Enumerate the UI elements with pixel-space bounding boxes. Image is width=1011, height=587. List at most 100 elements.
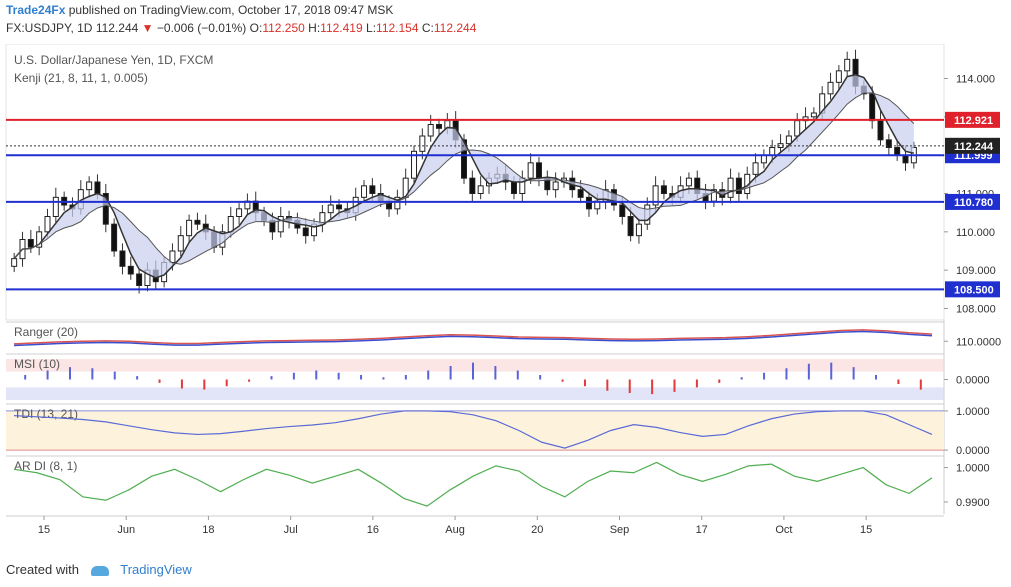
y-tick-label: 1.0000: [956, 406, 990, 418]
kenji-cloud: [14, 74, 914, 278]
x-tick-label: Oct: [775, 524, 792, 536]
candle-body: [577, 189, 584, 198]
candle-body: [169, 250, 176, 263]
candle-body: [585, 196, 592, 210]
x-tick-label: Aug: [445, 524, 465, 536]
candle-body: [369, 185, 376, 194]
candle-body: [627, 216, 634, 237]
y-tick-label: 0.9900: [956, 497, 990, 509]
candle-body: [760, 154, 767, 164]
created-with-text: Created with: [6, 562, 79, 577]
published-text: published on TradingView.com, October 17…: [68, 3, 394, 17]
indicator-line: [13, 410, 933, 449]
candle-body: [127, 265, 134, 275]
chart-area[interactable]: 108.000109.000110.000111.000112.000113.0…: [0, 44, 1011, 556]
publish-line: Trade24Fx published on TradingView.com, …: [6, 3, 393, 17]
pane-title: AR DI (8, 1): [14, 459, 77, 473]
candle-body: [510, 181, 517, 194]
x-tick-label: 20: [531, 524, 543, 536]
candle-body: [902, 154, 909, 164]
kenji-slow-line: [13, 92, 915, 265]
candle-body: [894, 147, 901, 156]
candle-body: [685, 177, 692, 187]
footer: Created with TradingView: [6, 562, 192, 577]
close-label: C:: [421, 21, 434, 35]
kenji-fast-line: [13, 73, 915, 279]
candle-body: [36, 231, 43, 248]
candle-body: [885, 139, 892, 149]
candle-body: [477, 185, 484, 194]
ohlc-line: FX:USDJPY, 1D 112.244 ▼ −0.006 (−0.01%) …: [6, 21, 476, 35]
candle-body: [535, 162, 542, 179]
candle-body: [44, 216, 51, 233]
close-value: 112.244: [433, 21, 477, 35]
last-price-label: 112.244: [954, 141, 994, 153]
x-tick-label: 17: [696, 524, 708, 536]
y-tick-label: 109.000: [956, 265, 996, 277]
candle-body: [186, 219, 193, 237]
candle-body: [119, 250, 126, 267]
level-tag: [945, 281, 1000, 298]
candle-body: [327, 204, 334, 214]
candle-body: [461, 139, 467, 179]
candle-body: [869, 93, 876, 122]
candle-body: [752, 162, 759, 175]
low-label: L:: [366, 21, 377, 35]
candle-body: [277, 216, 284, 233]
indicator-line: [13, 330, 933, 347]
candle-body: [302, 227, 309, 237]
candle-body: [469, 177, 476, 195]
candle-body: [336, 204, 343, 210]
candle-body: [411, 150, 418, 179]
candle-body: [835, 70, 842, 83]
last-price-value: 112.244: [95, 21, 139, 35]
tradingview-logo-icon: [90, 565, 109, 576]
candle-body: [635, 223, 642, 237]
x-tick-label: Jul: [284, 524, 298, 536]
candle-body: [810, 112, 817, 118]
candle-body: [727, 177, 734, 198]
indicator-line: [13, 461, 933, 507]
tradingview-link[interactable]: TradingView: [120, 562, 192, 577]
candle-body: [660, 185, 667, 194]
candle-body: [227, 216, 234, 233]
candle-body: [11, 258, 18, 267]
y-tick-label: 0.0000: [956, 445, 990, 457]
candle-body: [94, 181, 101, 194]
pane-title: MSI (10): [14, 357, 60, 371]
candle-body: [844, 58, 851, 72]
publisher-name[interactable]: Trade24Fx: [6, 3, 66, 17]
indicator-legend: Kenji (21, 8, 11, 1, 0.005): [14, 71, 148, 85]
y-tick-label: 1.0000: [956, 463, 990, 475]
x-tick-label: 15: [38, 524, 50, 536]
candle-body: [877, 120, 884, 141]
candle-body: [652, 185, 659, 206]
candle-body: [52, 196, 59, 217]
x-tick-label: 18: [202, 524, 214, 536]
candle-body: [785, 135, 792, 145]
y-tick-label: 108.000: [956, 304, 996, 316]
tdi-band: [6, 410, 944, 451]
level-label: 108.500: [954, 284, 994, 296]
candle-body: [552, 181, 559, 191]
high-label: H:: [308, 21, 321, 35]
candle-body: [394, 196, 401, 210]
x-tick-label: 15: [860, 524, 872, 536]
level-label: 112.921: [954, 115, 993, 127]
y-tick-label: 114.000: [956, 74, 995, 86]
x-tick-label: Sep: [610, 524, 630, 536]
pane-title: Ranger (20): [14, 325, 78, 339]
candle-body: [436, 124, 443, 129]
candle-body: [111, 223, 118, 252]
candle-body: [769, 147, 776, 156]
candle-body: [194, 219, 201, 225]
y-tick-label: 110.000: [956, 227, 995, 239]
candle-body: [827, 81, 834, 95]
y-tick-label: 0.0000: [956, 375, 990, 387]
open-value: 112.250: [262, 21, 305, 35]
low-value: 112.154: [376, 21, 419, 35]
pane-title: TDI (13, 21): [14, 407, 78, 421]
candle-body: [86, 181, 93, 191]
candle-body: [527, 162, 534, 179]
y-tick-label: 110.0000: [956, 336, 1001, 348]
